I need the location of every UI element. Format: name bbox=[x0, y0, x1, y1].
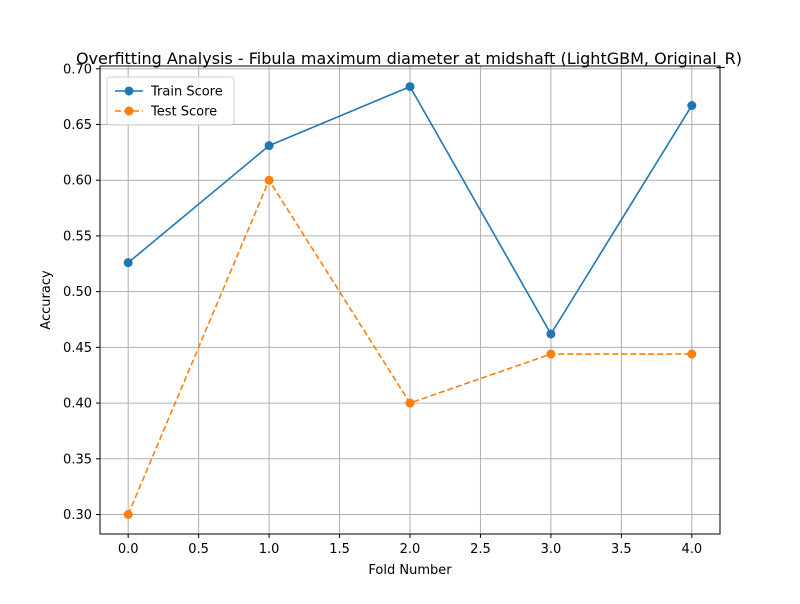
y-tick-label: 0.55 bbox=[63, 229, 92, 244]
y-tick-label: 0.65 bbox=[63, 118, 92, 133]
y-axis-label: Accuracy bbox=[39, 270, 54, 330]
y-tick-label: 0.45 bbox=[63, 341, 92, 356]
chart-title: Overfitting Analysis - Fibula maximum di… bbox=[76, 49, 742, 69]
y-tick-label: 0.50 bbox=[63, 285, 92, 300]
y-tick-label: 0.35 bbox=[63, 452, 92, 467]
data-point bbox=[264, 141, 274, 151]
data-point bbox=[546, 349, 556, 359]
x-tick-label: 1.5 bbox=[329, 542, 350, 557]
x-tick-label: 0.5 bbox=[188, 542, 209, 557]
legend-item: Test Score bbox=[115, 105, 217, 120]
legend-label: Test Score bbox=[150, 105, 217, 120]
data-point bbox=[405, 82, 415, 92]
data-point bbox=[123, 510, 133, 519]
legend-label: Train Score bbox=[150, 85, 223, 100]
legend: Train Score Test Score bbox=[106, 76, 235, 126]
y-tick-label: 0.70 bbox=[63, 62, 92, 77]
data-point bbox=[687, 101, 697, 111]
x-axis-ticks: 0.0 0.5 1.0 1.5 2.0 2.5 3.0 3.5 4.0 bbox=[118, 534, 702, 557]
series-test-score bbox=[123, 175, 697, 519]
legend-marker bbox=[124, 86, 134, 96]
grid-lines bbox=[100, 66, 720, 534]
x-tick-label: 2.5 bbox=[470, 542, 491, 557]
data-point bbox=[405, 398, 415, 408]
data-point bbox=[687, 349, 697, 359]
x-tick-label: 3.0 bbox=[541, 542, 562, 557]
y-axis-ticks: 0.30 0.35 0.40 0.45 0.50 0.55 0.60 0.65 0.70 bbox=[63, 62, 100, 523]
series-train-score bbox=[123, 82, 697, 339]
series-group bbox=[123, 82, 697, 519]
y-tick-label: 0.60 bbox=[63, 174, 92, 189]
data-point bbox=[546, 329, 556, 339]
data-point bbox=[264, 175, 274, 185]
data-point bbox=[123, 258, 133, 268]
y-tick-label: 0.30 bbox=[63, 508, 92, 523]
x-tick-label: 3.5 bbox=[611, 542, 632, 557]
x-axis-label: Fold Number bbox=[368, 563, 452, 578]
legend-marker bbox=[124, 106, 134, 116]
x-tick-label: 0.0 bbox=[118, 542, 139, 557]
x-tick-label: 4.0 bbox=[681, 542, 702, 557]
x-tick-label: 1.0 bbox=[259, 542, 280, 557]
y-tick-label: 0.40 bbox=[63, 397, 92, 412]
legend-box bbox=[106, 76, 235, 126]
legend-item: Train Score bbox=[115, 85, 223, 100]
x-tick-label: 2.0 bbox=[400, 542, 421, 557]
